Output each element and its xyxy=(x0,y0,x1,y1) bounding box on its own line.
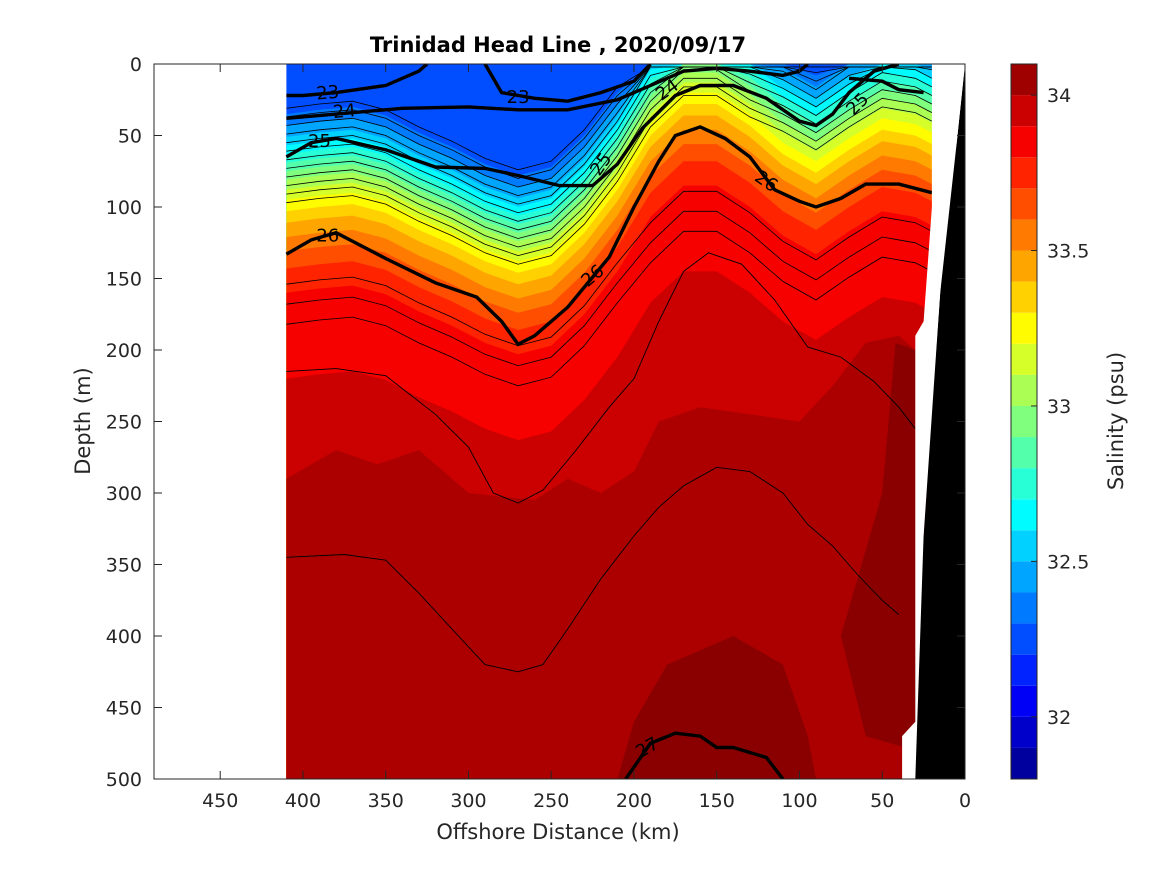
bathymetry xyxy=(902,64,965,779)
contour-label: 26 xyxy=(316,226,339,247)
colorbar-segment xyxy=(1011,343,1037,375)
sigma-contour-27 xyxy=(624,731,785,779)
colorbar-segment xyxy=(1011,530,1037,562)
x-tick-label: 400 xyxy=(285,790,321,812)
colorbar: 32 32.5 33 33.5 34 xyxy=(1010,63,1089,780)
colorbar-tick-label: 33.5 xyxy=(1047,241,1089,263)
thin-contour xyxy=(286,66,932,188)
colorbar-segment xyxy=(1011,374,1037,406)
no-data-gap xyxy=(902,64,965,779)
colorbar-segment xyxy=(1011,592,1037,624)
colorbar-tick-label: 33 xyxy=(1047,396,1071,418)
y-tick-label: 450 xyxy=(106,698,142,720)
sigma-contours xyxy=(285,64,933,779)
thin-contour xyxy=(286,86,933,257)
x-tick-label: 300 xyxy=(450,790,486,812)
chart-title: Trinidad Head Line , 2020/09/17 xyxy=(370,33,746,57)
colorbar-segment xyxy=(1011,312,1037,344)
x-tick-label: 100 xyxy=(781,790,817,812)
colorbar-segment xyxy=(1011,126,1037,158)
sigma-contour-24 xyxy=(286,64,809,120)
y-tick-label: 500 xyxy=(106,769,142,791)
colorbar-segment xyxy=(1011,188,1037,220)
x-tick-label: 0 xyxy=(959,790,971,812)
salinity-band xyxy=(840,342,916,751)
y-tick-label: 150 xyxy=(106,269,142,291)
thin-contour xyxy=(286,66,933,222)
colorbar-segment xyxy=(1011,219,1037,251)
colorbar-segment xyxy=(1011,685,1037,717)
colorbar-segment xyxy=(1011,468,1037,500)
colorbar-segment xyxy=(1011,95,1037,127)
salinity-fill xyxy=(286,64,932,779)
contour-label: 25 xyxy=(308,131,331,152)
x-tick-label: 250 xyxy=(533,790,569,812)
colorbar-segment xyxy=(1011,499,1037,531)
thin-contour xyxy=(286,230,933,387)
contour-label: 24 xyxy=(332,100,357,123)
colorbar-label: Salinity (psu) xyxy=(1104,352,1128,490)
x-tick-label: 450 xyxy=(202,790,238,812)
colorbar-tick-label: 32 xyxy=(1047,707,1071,729)
y-tick-label: 300 xyxy=(106,483,142,505)
seafloor xyxy=(915,64,965,779)
y-tick-label: 250 xyxy=(106,412,142,434)
colorbar-segment xyxy=(1011,250,1037,282)
salinity-band xyxy=(617,636,816,779)
y-axis-label: Depth (m) xyxy=(71,367,95,474)
sigma-contour-26 xyxy=(285,125,933,347)
thin-contour xyxy=(286,66,932,197)
y-axis: 0 50 100 150 200 250 300 350 400 450 500 xyxy=(106,54,965,791)
colorbar-frame xyxy=(1010,63,1038,780)
thin-contour xyxy=(286,190,933,347)
colorbar-tick-label: 34 xyxy=(1047,85,1071,107)
colorbar-segment xyxy=(1011,747,1037,779)
thin-contour xyxy=(286,95,933,265)
colorbar-segment xyxy=(1011,281,1037,313)
y-tick-label: 100 xyxy=(106,197,142,219)
colorbar-segment xyxy=(1011,157,1037,189)
x-axis-label: Offshore Distance (km) xyxy=(436,820,679,844)
contour-label: 23 xyxy=(316,82,341,105)
x-tick-label: 50 xyxy=(870,790,894,812)
colorbar-segment xyxy=(1011,561,1037,593)
thin-contour xyxy=(286,466,900,673)
thin-contour xyxy=(286,66,933,231)
x-axis: 450 400 350 300 250 200 150 100 50 0 xyxy=(202,64,971,812)
colorbar-segment xyxy=(1011,405,1037,438)
thin-contour xyxy=(286,210,933,367)
thin-contour xyxy=(286,252,916,504)
thin-contour xyxy=(286,66,932,205)
colorbar-segment xyxy=(1011,623,1037,655)
thin-contour xyxy=(286,66,932,214)
y-tick-label: 50 xyxy=(118,126,142,148)
colorbar-segment xyxy=(1011,654,1037,686)
x-tick-label: 200 xyxy=(616,790,652,812)
y-tick-label: 350 xyxy=(106,555,142,577)
sigma-contour-25 xyxy=(285,64,900,188)
contour-label: 23 xyxy=(507,87,530,108)
y-tick-label: 200 xyxy=(106,340,142,362)
y-tick-label: 0 xyxy=(130,54,142,76)
colorbar-segment xyxy=(1011,437,1037,469)
colorbar-segment xyxy=(1011,716,1037,748)
x-tick-label: 350 xyxy=(368,790,404,812)
colorbar-segment xyxy=(1011,64,1037,96)
y-tick-label: 400 xyxy=(106,626,142,648)
x-tick-label: 150 xyxy=(699,790,735,812)
sigma-contour-23 xyxy=(286,64,429,98)
colorbar-tick-label: 32.5 xyxy=(1047,551,1089,573)
sigma-contour-23 xyxy=(483,64,652,103)
